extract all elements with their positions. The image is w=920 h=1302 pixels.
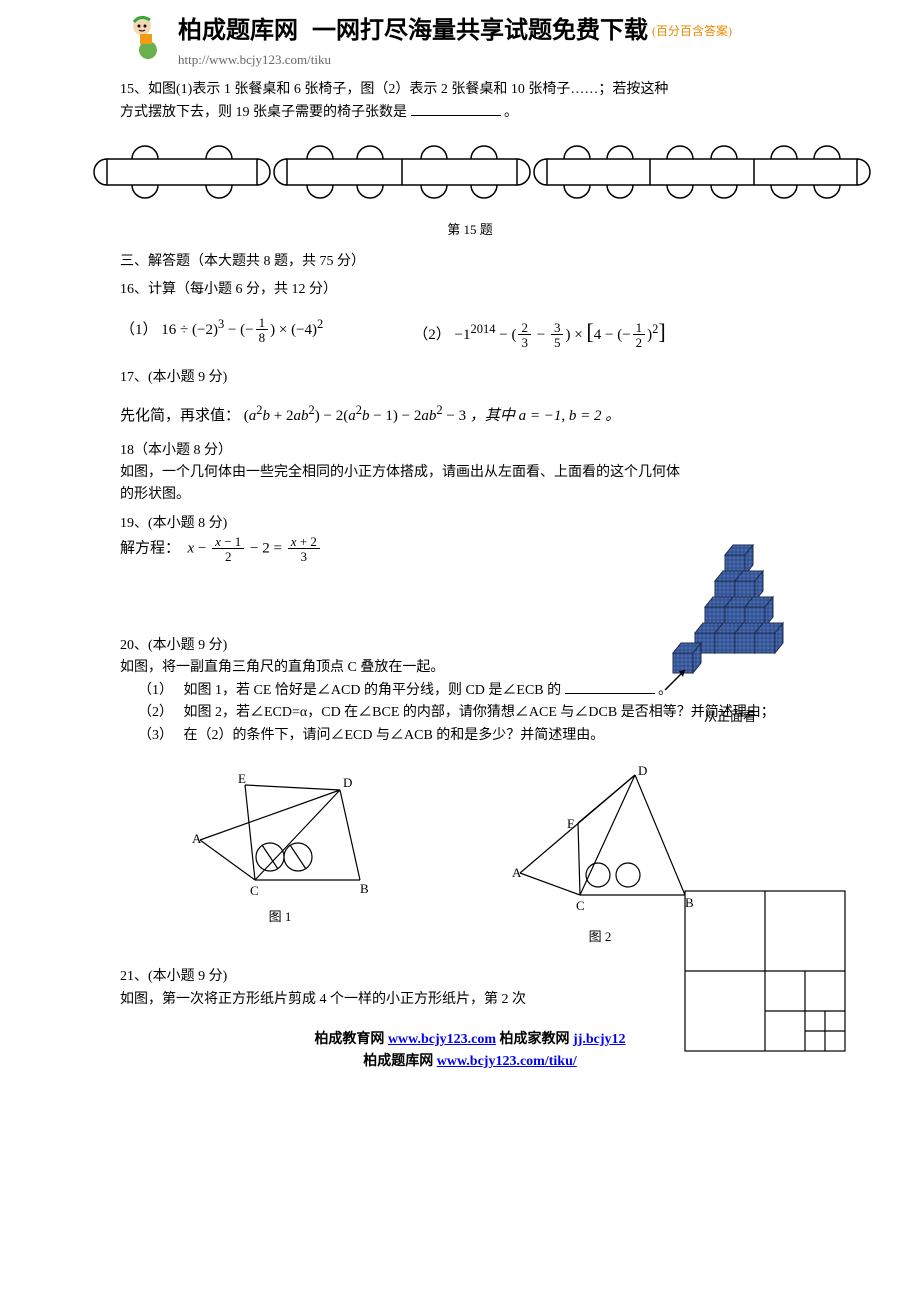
- footer-link-2[interactable]: jj.bcjy12: [573, 1032, 626, 1047]
- geo-fig-2-svg: A B C D E: [500, 765, 700, 915]
- table-3-svg: [532, 132, 872, 212]
- fig2-label: 图 2: [500, 927, 700, 948]
- problem-18: 18（本小题 8 分） 如图，一个几何体由一些完全相同的小正方体搭成，请画出从左…: [120, 440, 820, 507]
- header-title-main: 柏成题库网: [178, 12, 298, 50]
- q20-p2-a: （2）: [138, 705, 173, 720]
- q15-text-b-row: 方式摆放下去，则 19 张桌子需要的椅子张数是 。: [120, 102, 820, 124]
- header-title: 柏成题库网 一网打尽海量共享试题免费下载 (百分百含答案): [178, 12, 732, 50]
- fig1-label: 图 1: [180, 907, 380, 928]
- tables-chairs-figure: [92, 132, 848, 212]
- q18-header: 18（本小题 8 分）: [120, 440, 820, 462]
- site-header: 柏成题库网 一网打尽海量共享试题免费下载 (百分百含答案) http://www…: [120, 12, 820, 71]
- svg-text:B: B: [360, 881, 369, 895]
- svg-text:E: E: [567, 816, 575, 831]
- svg-text:C: C: [250, 883, 259, 895]
- q15-text-b: 方式摆放下去，则 19 张桌子需要的椅子张数是: [120, 105, 407, 120]
- table-2-svg: [272, 132, 532, 212]
- geo-fig-2: A B C D E 图 2: [500, 765, 700, 948]
- svg-text:D: D: [343, 775, 352, 790]
- header-title-sub: 一网打尽海量共享试题免费下载: [312, 12, 648, 50]
- geo-fig-1-svg: A B C D E: [180, 765, 380, 895]
- svg-text:A: A: [192, 831, 202, 846]
- q20-p3-a: （3）: [138, 728, 173, 743]
- problem-21: 21、(本小题 9 分) 如图，第一次将正方形纸片剪成 4 个一样的小正方形纸片…: [120, 966, 660, 1011]
- q20-p1-a: （1）: [138, 683, 173, 698]
- svg-text:D: D: [638, 765, 647, 778]
- blank-line: [411, 102, 501, 116]
- q21-header: 21、(本小题 9 分): [120, 966, 660, 988]
- q18-text: 如图，一个几何体由一些完全相同的小正方体搭成，请画出从左面看、上面看的这个几何体…: [120, 462, 680, 507]
- footer-1b: 柏成家教网: [500, 1032, 574, 1047]
- problem-15: 15、如图(1)表示 1 张餐桌和 6 张椅子，图（2）表示 2 张餐桌和 10…: [120, 79, 820, 241]
- q20-p3-b: 在（2）的条件下，请问∠ECD 与∠ACB 的和是多少？并简述理由。: [184, 728, 605, 743]
- q16-expr-1: （1） 16 ÷ (−2)3 − (−18) × (−4)2: [120, 314, 323, 350]
- svg-text:C: C: [576, 898, 585, 913]
- q15-caption: 第 15 题: [120, 220, 820, 241]
- q16-expressions: （1） 16 ÷ (−2)3 − (−18) × (−4)2 （2） −1201…: [120, 314, 820, 350]
- q17-body: 先化简，再求值： (a2b + 2ab2) − 2(a2b − 1) − 2ab…: [120, 400, 820, 428]
- footer-link-3[interactable]: www.bcjy123.com/tiku/: [437, 1054, 577, 1069]
- square-figure: [680, 886, 850, 1056]
- section3-heading: 三、解答题（本大题共 8 题，共 75 分）: [120, 251, 820, 273]
- q16-expr-2: （2） −12014 − (23 − 35) × [4 − (−12)2]: [413, 314, 665, 350]
- header-badge: (百分百含答案): [652, 22, 732, 41]
- logo-icon: [120, 12, 168, 60]
- q15-period: 。: [504, 105, 518, 120]
- q20-p1-b: 如图 1，若 CE 恰好是∠ACD 的角平分线，则 CD 是∠ECB 的: [184, 683, 562, 698]
- cube-view-label: 从正面看: [640, 707, 820, 728]
- q19-header: 19、(本小题 8 分): [120, 513, 820, 535]
- problem-16: 16、计算（每小题 6 分，共 12 分） （1） 16 ÷ (−2)3 − (…: [120, 279, 820, 349]
- q17-header: 17、(本小题 9 分): [120, 367, 820, 389]
- q15-text-a: 15、如图(1)表示 1 张餐桌和 6 张椅子，图（2）表示 2 张餐桌和 10…: [120, 79, 820, 101]
- q17-text-a: 先化简，再求值：: [120, 408, 240, 424]
- footer-1a: 柏成教育网: [314, 1032, 388, 1047]
- geo-fig-1: A B C D E 图 1: [180, 765, 380, 948]
- footer-2a: 柏成题库网: [363, 1054, 437, 1069]
- table-1-svg: [92, 132, 272, 212]
- q16-p1-label: （1）: [120, 322, 158, 338]
- q19-text: 解方程：: [120, 541, 180, 557]
- q17-trail: ，其中 a = −1, b = 2 。: [470, 408, 620, 424]
- cube-label-text: 从正面看: [704, 707, 756, 728]
- footer-link-1[interactable]: www.bcjy123.com: [388, 1032, 496, 1047]
- problem-17: 17、(本小题 9 分) 先化简，再求值： (a2b + 2ab2) − 2(a…: [120, 367, 820, 427]
- cube-figure: 从正面看: [640, 535, 820, 728]
- svg-text:E: E: [238, 771, 246, 786]
- q16-stem: 16、计算（每小题 6 分，共 12 分）: [120, 279, 820, 301]
- q16-p2-label: （2）: [413, 327, 451, 343]
- header-url: http://www.bcjy123.com/tiku: [178, 50, 732, 71]
- cube-svg: [655, 535, 805, 695]
- svg-text:A: A: [512, 865, 522, 880]
- q21-text: 如图，第一次将正方形纸片剪成 4 个一样的小正方形纸片，第 2 次: [120, 989, 660, 1011]
